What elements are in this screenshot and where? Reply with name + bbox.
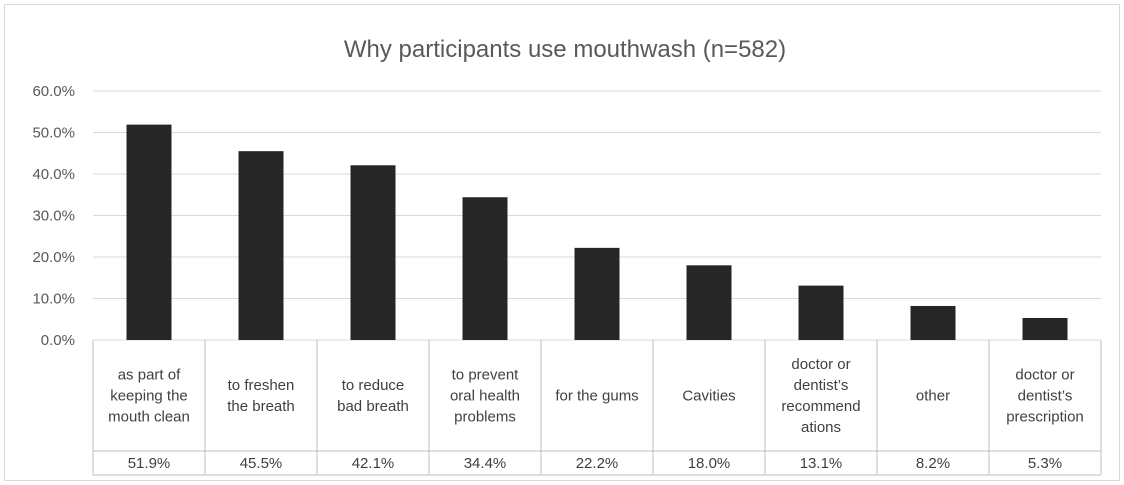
bar [351, 165, 396, 340]
y-tick-label: 20.0% [32, 249, 75, 266]
bar [239, 151, 284, 340]
y-tick-label: 10.0% [32, 291, 75, 308]
data-label: 13.1% [800, 455, 843, 472]
y-axis-ticks: 0.0% 10.0% 20.0% 30.0% 40.0% 50.0% 60.0% [32, 83, 75, 349]
data-table: as part of keeping the mouth clean 51.9% to … [93, 340, 1101, 475]
category-label: Cavities [682, 388, 735, 405]
data-label: 5.3% [1028, 455, 1062, 472]
bar [1023, 318, 1068, 340]
bar [911, 306, 956, 340]
data-label: 8.2% [916, 455, 950, 472]
y-tick-label: 0.0% [41, 332, 75, 349]
chart-frame: Why participants use mouthwash (n=582) 0… [4, 4, 1120, 481]
y-tick-label: 50.0% [32, 125, 75, 142]
y-tick-label: 30.0% [32, 208, 75, 225]
bar-chart: Why participants use mouthwash (n=582) 0… [5, 5, 1121, 482]
data-label: 51.9% [128, 455, 171, 472]
data-label: 34.4% [464, 455, 507, 472]
category-label: as part of keeping the mouth clean [108, 367, 190, 426]
category-label: to prevent oral health problems [450, 367, 520, 426]
category-label: doctor or dentist’s prescription [1006, 367, 1084, 426]
chart-title: Why participants use mouthwash (n=582) [344, 36, 786, 63]
category-label: for the gums [555, 388, 638, 405]
category-label: other [916, 388, 950, 405]
bar [687, 265, 732, 340]
category-label: to reduce bad breath [337, 377, 409, 415]
y-tick-label: 60.0% [32, 83, 75, 100]
data-label: 42.1% [352, 455, 395, 472]
data-label: 45.5% [240, 455, 283, 472]
category-label: to freshen the breath [227, 377, 295, 415]
bars [127, 125, 1068, 340]
data-label: 22.2% [576, 455, 619, 472]
y-tick-label: 40.0% [32, 166, 75, 183]
bar [799, 286, 844, 340]
bar [127, 125, 172, 340]
category-label: doctor or dentist’s recommend ations [781, 356, 860, 436]
bar [575, 248, 620, 340]
data-label: 18.0% [688, 455, 731, 472]
bar [463, 197, 508, 340]
